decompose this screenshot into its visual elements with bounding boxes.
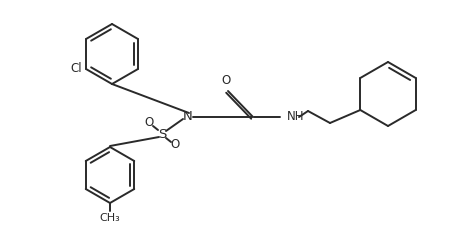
Text: Cl: Cl (71, 63, 82, 76)
Text: O: O (144, 117, 153, 130)
Text: CH₃: CH₃ (100, 213, 120, 223)
Text: S: S (158, 128, 166, 141)
Text: N: N (183, 111, 193, 123)
Text: O: O (170, 139, 180, 152)
Text: O: O (221, 74, 231, 87)
Text: NH: NH (287, 111, 305, 123)
